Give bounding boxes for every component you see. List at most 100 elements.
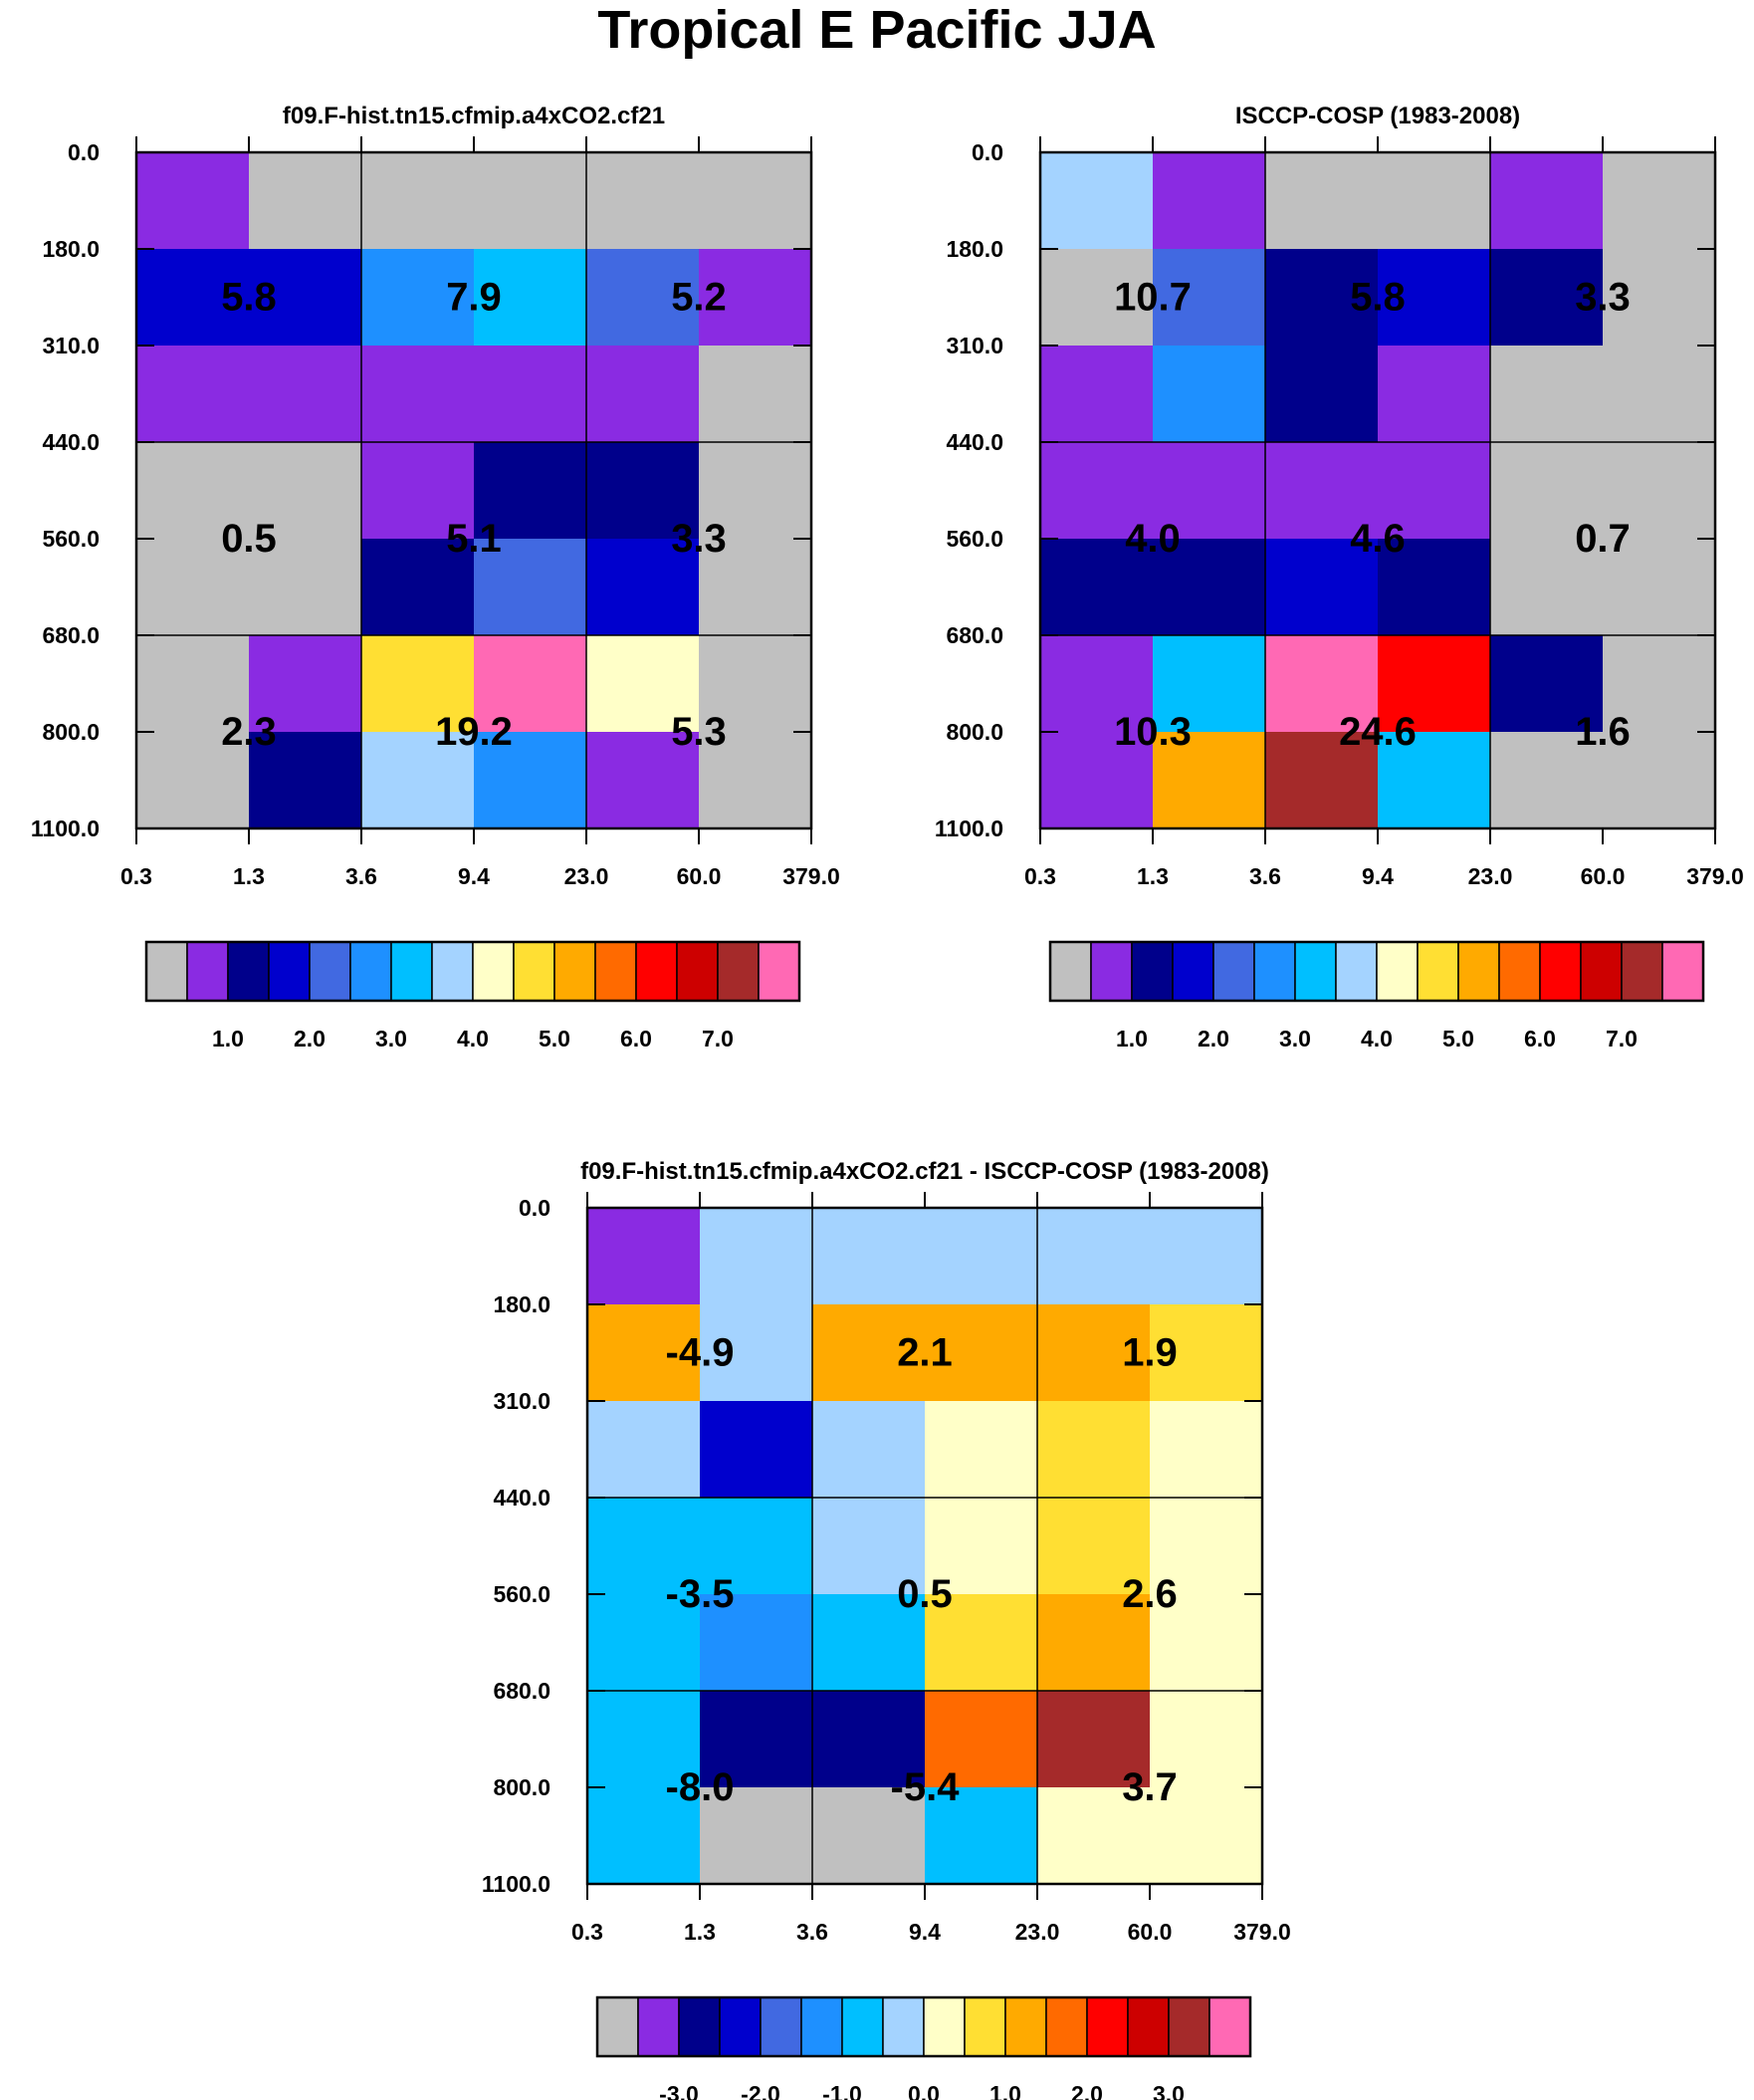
model-cell: [586, 152, 700, 250]
model-colorbar-swatch: [145, 941, 188, 1002]
diff-block-value: 0.5: [897, 1572, 953, 1616]
diff-cell: [587, 1208, 701, 1305]
model-colorbar-swatch: [472, 941, 515, 1002]
obs-colorbar-label: 6.0: [1524, 1026, 1556, 1051]
obs-cell: [1040, 249, 1154, 347]
obs-x-tick-label: 3.6: [1249, 863, 1281, 889]
diff-cell: [812, 1304, 926, 1402]
obs-colorbar-swatch: [1621, 941, 1663, 1002]
diff-colorbar-swatch: [841, 1996, 884, 2057]
diff-x-tick-label: 1.3: [684, 1919, 716, 1945]
obs-block-value: 10.7: [1114, 276, 1192, 320]
obs-y-tick-label: 310.0: [946, 333, 1003, 358]
obs-cell: [1265, 635, 1379, 733]
model-cell: [136, 442, 250, 540]
model-panel: f09.F-hist.tn15.cfmip.a4xCO2.cf21 0.0 180.…: [31, 103, 840, 1051]
diff-cell: [812, 1691, 926, 1788]
model-cell: [586, 732, 700, 829]
obs-block-value: 10.3: [1114, 710, 1192, 754]
obs-colorbar-swatch: [1049, 941, 1092, 1002]
diff-title: f09.F-hist.tn15.cfmip.a4xCO2.cf21 - ISCC…: [580, 1158, 1269, 1185]
model-cell: [249, 346, 362, 443]
diff-cell: [587, 1594, 701, 1692]
model-colorbar-swatch: [758, 941, 800, 1002]
model-cell: [361, 732, 475, 829]
obs-colorbar-label: 2.0: [1198, 1026, 1229, 1051]
model-y-tick-label: 440.0: [42, 429, 100, 455]
obs-block-value: 0.7: [1575, 517, 1631, 561]
diff-cell: [1037, 1691, 1151, 1788]
model-colorbar-label: 5.0: [539, 1026, 570, 1051]
diff-cell: [700, 1691, 813, 1788]
obs-colorbar-swatch: [1131, 941, 1174, 1002]
diff-colorbar-swatch: [719, 1996, 762, 2057]
diff-colorbar-label: -2.0: [741, 2081, 780, 2100]
model-cell: [474, 442, 587, 540]
model-cell: [586, 442, 700, 540]
model-cell: [136, 249, 250, 347]
model-cell: [361, 346, 475, 443]
obs-cell: [1153, 249, 1266, 347]
diff-cell: [925, 1401, 1038, 1499]
diff-cell: [925, 1208, 1038, 1305]
obs-x-tick-label: 9.4: [1362, 863, 1394, 889]
model-colorbar-label: 3.0: [375, 1026, 407, 1051]
diff-cell: [587, 1787, 701, 1885]
obs-cell: [1040, 442, 1154, 540]
obs-cell: [1153, 539, 1266, 636]
model-cell: [699, 635, 812, 733]
model-x-tick-label: 3.6: [345, 863, 377, 889]
model-cell: [361, 249, 475, 347]
model-y-tick-label: 680.0: [42, 622, 100, 648]
model-cell: [474, 732, 587, 829]
obs-colorbar-swatch: [1212, 941, 1255, 1002]
diff-colorbar-label: -1.0: [822, 2081, 862, 2100]
model-cell: [136, 635, 250, 733]
obs-cell: [1378, 635, 1491, 733]
model-cell: [249, 539, 362, 636]
figure-title: Tropical E Pacific JJA: [597, 0, 1156, 60]
obs-block-value: 3.3: [1575, 276, 1631, 320]
obs-cell: [1040, 539, 1154, 636]
model-cell: [699, 152, 812, 250]
model-colorbar-swatch: [431, 941, 474, 1002]
diff-colorbar-swatch: [1004, 1996, 1047, 2057]
model-cell: [136, 732, 250, 829]
model-cell: [136, 539, 250, 636]
model-cell: [699, 732, 812, 829]
diff-cell: [700, 1787, 813, 1885]
diff-cell: [812, 1208, 926, 1305]
obs-cell: [1040, 635, 1154, 733]
diff-cell: [925, 1594, 1038, 1692]
diff-cell: [700, 1208, 813, 1305]
model-cell: [249, 732, 362, 829]
obs-cell: [1040, 732, 1154, 829]
obs-colorbar-swatch: [1498, 941, 1541, 1002]
obs-cell: [1378, 249, 1491, 347]
diff-colorbar-label: -3.0: [659, 2081, 699, 2100]
diff-colorbar-swatch: [1086, 1996, 1129, 2057]
model-cell: [699, 346, 812, 443]
model-colorbar-label: 1.0: [212, 1026, 244, 1051]
diff-x-tick-label: 379.0: [1233, 1919, 1291, 1945]
diff-y-tick-label: 180.0: [493, 1291, 550, 1317]
diff-colorbar-label: 0.0: [908, 2081, 940, 2100]
diff-block-value: 2.6: [1122, 1572, 1178, 1616]
obs-cell: [1265, 346, 1379, 443]
obs-y-tick-label: 180.0: [946, 236, 1003, 262]
obs-colorbar-label: 4.0: [1361, 1026, 1393, 1051]
obs-cell: [1153, 732, 1266, 829]
diff-cell: [925, 1498, 1038, 1595]
diff-cell: [812, 1498, 926, 1595]
model-colorbar-swatch: [676, 941, 719, 1002]
model-block-value: 2.3: [221, 710, 277, 754]
obs-cell: [1603, 346, 1716, 443]
diff-x-tick-label: 60.0: [1128, 1919, 1173, 1945]
model-block-value: 3.3: [671, 517, 727, 561]
model-cell: [249, 635, 362, 733]
diff-cell: [700, 1498, 813, 1595]
diff-panel: f09.F-hist.tn15.cfmip.a4xCO2.cf21 - ISCC…: [482, 1158, 1291, 2100]
diff-y-tick-label: 1100.0: [482, 1871, 550, 1897]
model-colorbar-swatch: [594, 941, 637, 1002]
